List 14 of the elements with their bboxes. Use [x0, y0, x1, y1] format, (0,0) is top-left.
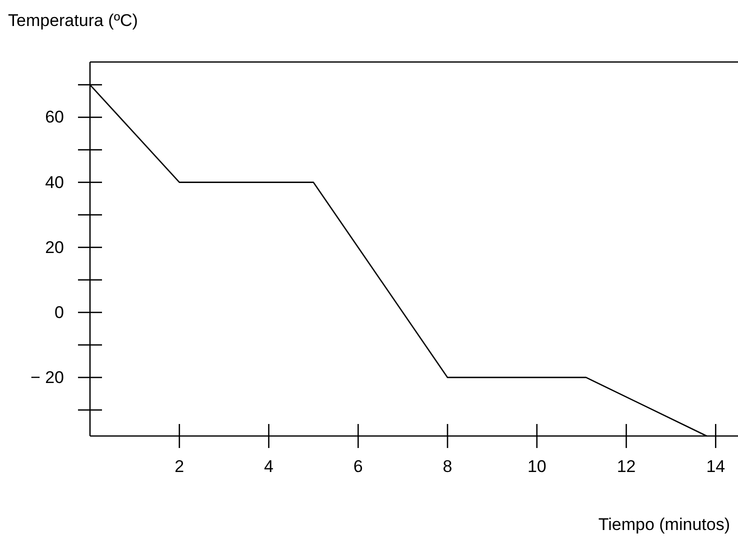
- y-axis-title: Temperatura (ºC): [8, 11, 138, 30]
- x-tick-label: 10: [527, 457, 546, 476]
- x-tick-label: 8: [442, 457, 452, 476]
- x-tick-label: 12: [616, 457, 636, 476]
- x-tick-label: 14: [706, 457, 726, 476]
- y-tick-label: 60: [45, 108, 64, 127]
- x-tick-label: 4: [264, 457, 274, 476]
- x-axis-title: Tiempo (minutos): [598, 515, 730, 534]
- y-tick-label: − 20: [30, 368, 64, 387]
- y-tick-label: 20: [45, 238, 64, 257]
- y-tick-label: 0: [54, 302, 64, 322]
- y-tick-label: 40: [45, 172, 64, 192]
- x-tick-label: 6: [353, 457, 363, 476]
- x-tick-label: 2: [174, 457, 184, 476]
